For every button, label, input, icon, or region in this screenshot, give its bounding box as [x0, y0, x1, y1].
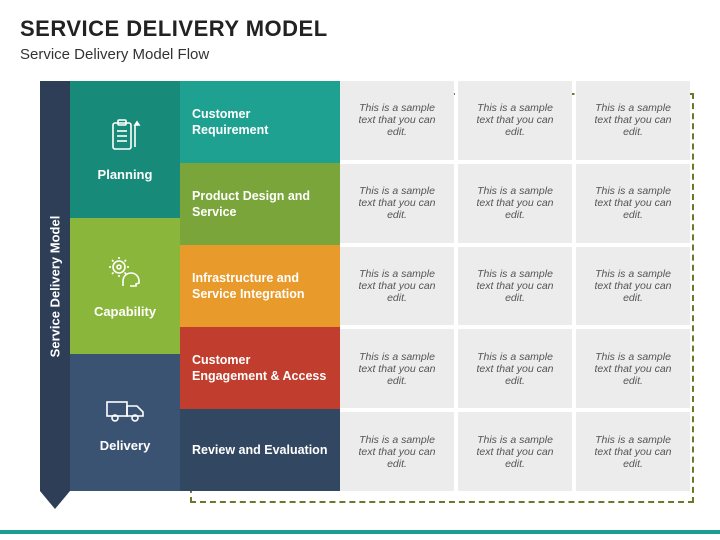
sample-cell: This is a sample text that you can edit. [340, 412, 454, 491]
clipboard-icon [105, 117, 145, 157]
sample-cell: This is a sample text that you can edit. [576, 412, 690, 491]
truck-icon [103, 392, 147, 428]
phase-label: Delivery [100, 438, 151, 453]
row-label: Product Design and Service [180, 163, 340, 245]
accent-bar [0, 530, 720, 534]
sample-cell: This is a sample text that you can edit. [458, 81, 572, 160]
sample-cell: This is a sample text that you can edit. [576, 164, 690, 243]
vertical-bar-label: Service Delivery Model [48, 215, 63, 357]
row-label: Infrastructure and Service Integration [180, 245, 340, 327]
content-area: Service Delivery Model Planning Capabilit… [20, 81, 700, 511]
sample-cell: This is a sample text that you can edit. [340, 81, 454, 160]
phase-label: Capability [94, 304, 156, 319]
row-label: Customer Requirement [180, 81, 340, 163]
sample-cell: This is a sample text that you can edit. [340, 247, 454, 326]
sample-cell: This is a sample text that you can edit. [340, 329, 454, 408]
sample-cell: This is a sample text that you can edit. [576, 81, 690, 160]
phase-capability: Capability [70, 218, 180, 355]
arrow-down-icon [40, 491, 70, 509]
phase-label: Planning [98, 167, 153, 182]
slide-subtitle: Service Delivery Model Flow [20, 46, 700, 63]
row-label: Review and Evaluation [180, 409, 340, 491]
sample-cell: This is a sample text that you can edit. [458, 164, 572, 243]
slide: SERVICE DELIVERY MODEL Service Delivery … [0, 0, 720, 540]
sample-cell: This is a sample text that you can edit. [576, 247, 690, 326]
sample-cell: This is a sample text that you can edit. [340, 164, 454, 243]
slide-title: SERVICE DELIVERY MODEL [20, 16, 700, 42]
sample-cell: This is a sample text that you can edit. [458, 329, 572, 408]
sample-cell: This is a sample text that you can edit. [576, 329, 690, 408]
phase-planning: Planning [70, 81, 180, 218]
gear-head-icon [105, 254, 145, 294]
phase-column: Planning Capability Delivery [70, 81, 180, 491]
sample-cell: This is a sample text that you can edit. [458, 412, 572, 491]
vertical-bar: Service Delivery Model [40, 81, 70, 491]
sample-cell: This is a sample text that you can edit. [458, 247, 572, 326]
row-label: Customer Engagement & Access [180, 327, 340, 409]
sample-text-grid: This is a sample text that you can edit.… [340, 81, 690, 491]
row-label-column: Customer RequirementProduct Design and S… [180, 81, 340, 491]
phase-delivery: Delivery [70, 354, 180, 491]
